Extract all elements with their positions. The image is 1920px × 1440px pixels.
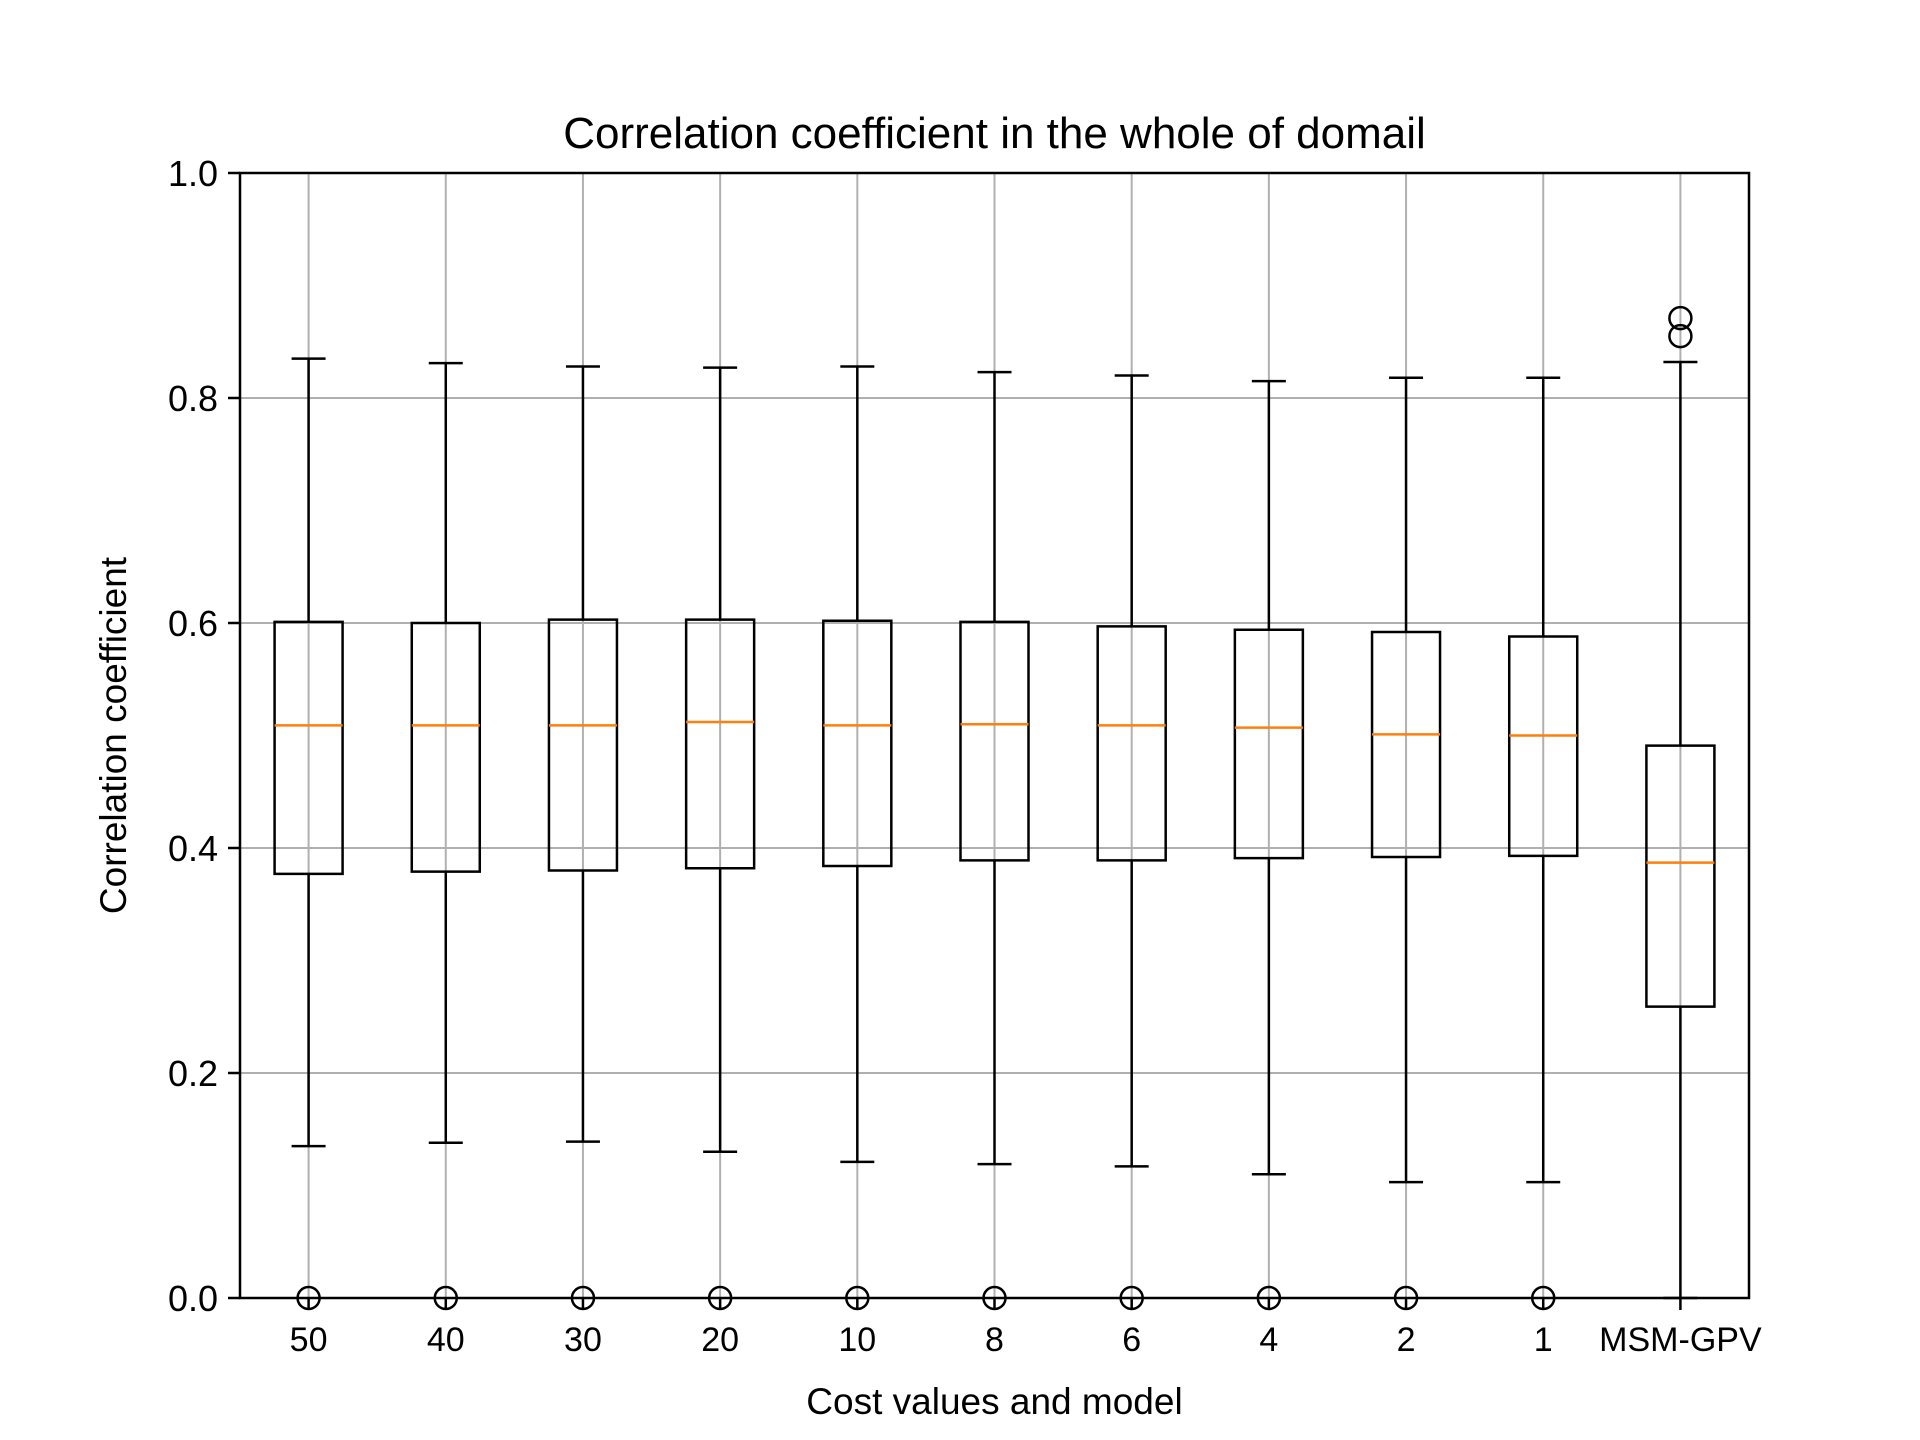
box-MSM-GPV: [1645, 305, 1716, 1300]
box-50: [273, 357, 344, 1311]
y-tick-label: 0.0: [168, 1278, 218, 1319]
chart-title: Correlation coefficient in the whole of …: [563, 109, 1426, 158]
iqr-box: [1370, 630, 1442, 859]
box-30: [547, 365, 619, 1311]
x-tick-label: 2: [1397, 1321, 1416, 1359]
iqr-box: [959, 620, 1030, 862]
box-8: [959, 370, 1030, 1311]
y-tick-label: 0.2: [168, 1053, 218, 1094]
iqr-box: [547, 618, 619, 872]
outlier-point: [1668, 305, 1693, 331]
y-tick-label: 0.4: [168, 828, 218, 869]
axis-ticks: 0.0 0.2 0.4 0.6 0.8 1.0 50 40 30 20 10 8 6 4 2 1 MSM-GPV: [168, 153, 1762, 1359]
x-tick-label: 30: [564, 1321, 602, 1359]
x-tick-label: 8: [985, 1321, 1004, 1359]
x-tick-label: 1: [1534, 1321, 1553, 1359]
x-tick-label: 40: [427, 1321, 465, 1359]
x-tick-label: 50: [290, 1321, 328, 1359]
box-40: [410, 361, 482, 1311]
y-tick-label: 1.0: [168, 153, 218, 194]
x-axis-label: Cost values and model: [806, 1381, 1182, 1422]
y-tick-label: 0.6: [168, 603, 218, 644]
y-tick-label: 0.8: [168, 378, 218, 419]
iqr-box: [1233, 628, 1305, 860]
iqr-box: [1507, 635, 1579, 858]
iqr-box: [1096, 625, 1167, 862]
box-4: [1233, 379, 1305, 1311]
x-tick-label: 10: [838, 1321, 876, 1359]
x-tick-label: 6: [1122, 1321, 1141, 1359]
x-tick-label: MSM-GPV: [1599, 1321, 1762, 1359]
iqr-box: [684, 618, 756, 870]
box-2: [1370, 376, 1442, 1311]
iqr-box: [822, 619, 893, 868]
iqr-box: [273, 620, 344, 876]
iqr-box: [1645, 744, 1716, 1008]
box-10: [822, 365, 893, 1311]
y-axis-label: Correlation coefficient: [93, 556, 134, 914]
boxes: [273, 305, 1716, 1311]
x-tick-label: 4: [1259, 1321, 1278, 1359]
iqr-box: [410, 621, 482, 873]
x-tick-label: 20: [701, 1321, 739, 1359]
box-1: [1507, 376, 1579, 1311]
outlier-point: [1668, 323, 1693, 349]
